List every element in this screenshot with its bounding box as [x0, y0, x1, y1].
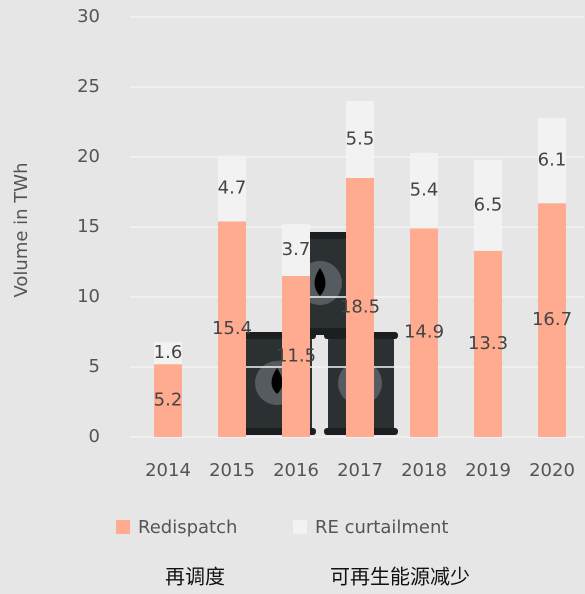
- data-label: 6.1: [538, 150, 567, 171]
- legend-label: RE curtailment: [315, 517, 448, 538]
- data-label: 6.5: [474, 194, 503, 215]
- y-tick-label: 10: [77, 286, 100, 307]
- y-tick-label: 25: [77, 76, 100, 97]
- y-tick-label: 30: [77, 6, 100, 27]
- annotation: 再调度: [165, 565, 225, 589]
- data-label: 4.7: [218, 178, 247, 199]
- data-label: 5.4: [410, 180, 439, 201]
- y-axis-title: Volume in TWh: [11, 163, 32, 298]
- x-tick-label: 2014: [145, 460, 191, 481]
- data-label: 13.3: [468, 333, 508, 354]
- data-label: 14.9: [404, 322, 444, 343]
- annotation: 可再生能源减少: [330, 565, 470, 589]
- data-label: 5.2: [154, 390, 183, 411]
- y-tick-label: 20: [77, 146, 100, 167]
- x-tick-label: 2019: [465, 460, 511, 481]
- x-tick-label: 2018: [401, 460, 447, 481]
- y-tick-label: 15: [77, 216, 100, 237]
- data-label: 18.5: [340, 297, 380, 318]
- data-label: 1.6: [154, 342, 183, 363]
- x-tick-label: 2015: [209, 460, 255, 481]
- data-label: 15.4: [212, 318, 252, 339]
- data-label: 11.5: [276, 346, 316, 367]
- y-tick-label: 5: [89, 356, 100, 377]
- y-tick-label: 0: [89, 426, 100, 447]
- data-label: 3.7: [282, 239, 311, 260]
- legend-swatch: [293, 520, 307, 534]
- chart: Volume in TWh 再调度 可再生能源减少 0 5 10 15 20 25 30 20…: [0, 0, 585, 594]
- legend-label: Redispatch: [138, 517, 237, 538]
- x-tick-label: 2020: [529, 460, 575, 481]
- data-label: 16.7: [532, 309, 572, 330]
- data-label: 5.5: [346, 129, 375, 150]
- legend-swatch: [116, 520, 130, 534]
- x-tick-label: 2016: [273, 460, 319, 481]
- x-tick-label: 2017: [337, 460, 383, 481]
